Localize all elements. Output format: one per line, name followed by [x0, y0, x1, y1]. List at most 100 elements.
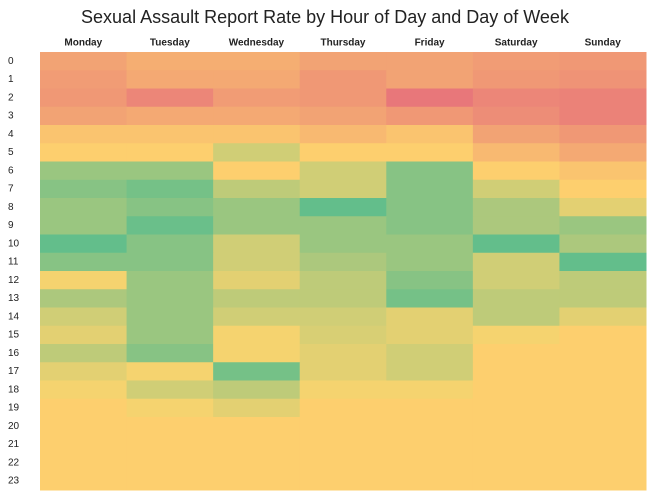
heatmap-cell — [126, 325, 214, 345]
heatmap-cell — [40, 125, 128, 144]
heatmap-cell — [299, 252, 387, 272]
heatmap-cell — [386, 70, 474, 89]
heatmap-cell — [299, 179, 387, 199]
heatmap-cell — [126, 179, 214, 199]
heatmap-cell — [472, 344, 560, 363]
heatmap-cell — [213, 398, 301, 418]
heatmap-cell — [40, 198, 128, 217]
heatmap-cell — [126, 289, 214, 308]
heatmap-cell — [213, 52, 301, 71]
heatmap-cell — [40, 435, 128, 454]
heatmap-cell — [386, 325, 474, 345]
heatmap-cell — [299, 435, 387, 454]
chart-title: Sexual Assault Report Rate by Hour of Da… — [81, 7, 570, 27]
column-label: Saturday — [495, 38, 538, 49]
heatmap-cell — [213, 216, 301, 235]
heatmap-cell — [213, 307, 301, 327]
heatmap-cell — [299, 271, 387, 290]
heatmap-cell — [559, 252, 647, 272]
heatmap-cell — [386, 398, 474, 418]
heatmap-cell — [386, 52, 474, 71]
heatmap-cell — [213, 179, 301, 199]
row-label: 15 — [8, 330, 20, 341]
heatmap-cell — [386, 234, 474, 254]
heatmap-cell — [559, 234, 647, 254]
heatmap-cell — [40, 106, 128, 126]
row-label: 8 — [8, 202, 14, 213]
heatmap-cell — [386, 143, 474, 162]
heatmap-cell — [40, 307, 128, 327]
heatmap-cell — [126, 216, 214, 235]
row-label: 18 — [8, 384, 20, 395]
heatmap-cell — [299, 161, 387, 181]
heatmap-cell — [213, 417, 301, 436]
heatmap-cell — [126, 234, 214, 254]
heatmap-cell — [126, 252, 214, 272]
heatmap-cell — [472, 70, 560, 89]
heatmap-cell — [299, 307, 387, 327]
heatmap-cell — [472, 471, 560, 491]
heatmap-cell — [559, 344, 647, 363]
heatmap-cell — [472, 106, 560, 126]
heatmap-cell — [213, 362, 301, 381]
heatmap-cell — [213, 380, 301, 400]
heatmap-cell — [559, 398, 647, 418]
heatmap-cell — [126, 435, 214, 454]
heatmap-cell — [126, 271, 214, 290]
heatmap-cell — [40, 271, 128, 290]
heatmap-cell — [40, 143, 128, 162]
heatmap-cell — [213, 198, 301, 217]
heatmap-cell — [559, 143, 647, 162]
row-label: 2 — [8, 92, 14, 103]
heatmap-cell — [386, 344, 474, 363]
heatmap-cell — [213, 125, 301, 144]
heatmap-cell — [386, 362, 474, 381]
heatmap-cell — [559, 289, 647, 308]
heatmap-cell — [40, 179, 128, 199]
heatmap-cell — [472, 362, 560, 381]
heatmap-cell — [559, 70, 647, 89]
heatmap-cell — [213, 88, 301, 108]
heatmap-cell — [559, 307, 647, 327]
row-label: 21 — [8, 439, 20, 450]
row-label: 23 — [8, 476, 20, 487]
heatmap-cell — [472, 52, 560, 71]
heatmap-cell — [126, 125, 214, 144]
heatmap-cell — [559, 88, 647, 108]
heatmap-cell — [472, 307, 560, 327]
heatmap-cell — [299, 106, 387, 126]
heatmap-cell — [213, 143, 301, 162]
heatmap-cell — [126, 307, 214, 327]
row-label: 10 — [8, 238, 20, 249]
heatmap-cell — [472, 252, 560, 272]
heatmap-cell — [40, 471, 128, 491]
heatmap-cell — [386, 289, 474, 308]
row-label: 7 — [8, 184, 14, 195]
row-label: 12 — [8, 275, 20, 286]
heatmap-cell — [299, 362, 387, 381]
heatmap-cell — [472, 179, 560, 199]
heatmap-cell — [559, 380, 647, 400]
heatmap-cell — [472, 88, 560, 108]
heatmap-cell — [299, 125, 387, 144]
heatmap-cell — [213, 252, 301, 272]
heatmap-cell — [299, 289, 387, 308]
heatmap-cell — [559, 179, 647, 199]
heatmap-cell — [559, 161, 647, 181]
heatmap-cell — [386, 435, 474, 454]
heatmap-cell — [559, 52, 647, 71]
heatmap-cell — [386, 198, 474, 217]
heatmap-cell — [40, 453, 128, 473]
heatmap-cell — [126, 453, 214, 473]
heatmap-cell — [386, 252, 474, 272]
heatmap-cell — [40, 380, 128, 400]
heatmap-cell — [559, 271, 647, 290]
heatmap-cell — [126, 344, 214, 363]
heatmap-cell — [299, 417, 387, 436]
heatmap-cell — [213, 435, 301, 454]
heatmap-cell — [213, 344, 301, 363]
heatmap-cell — [126, 106, 214, 126]
row-label: 19 — [8, 403, 20, 414]
heatmap-cell — [472, 289, 560, 308]
